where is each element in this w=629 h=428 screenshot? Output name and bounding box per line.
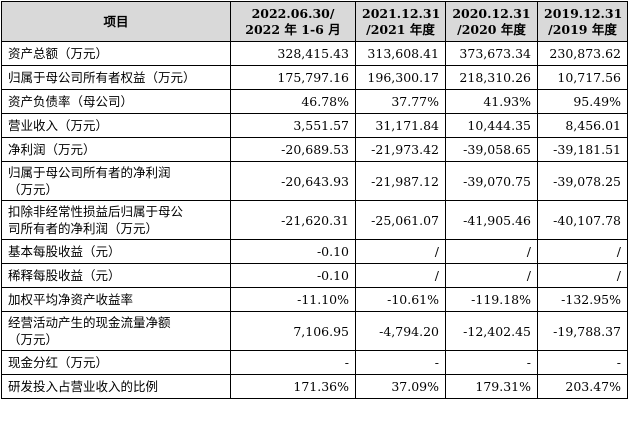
cell-value: -25,061.07 [355, 200, 446, 240]
table-row: 经营活动产生的现金流量净额 （万元） 7,106.95 -4,794.20 -12… [1, 311, 628, 351]
row-label: 现金分红（万元） [1, 350, 231, 375]
cell-value: 31,171.84 [355, 113, 446, 138]
cell-value: -0.10 [230, 239, 356, 264]
cell-value: 196,300.17 [355, 65, 446, 90]
cell-value: 37.09% [355, 374, 446, 399]
table-row: 研发投入占营业收入的比例 171.36% 37.09% 179.31% 203.… [1, 374, 628, 399]
cell-value: / [537, 239, 628, 264]
cell-value: / [355, 239, 446, 264]
cell-value: 10,717.56 [537, 65, 628, 90]
header-period: 2019.12.31/2019 年度 [537, 1, 628, 42]
table-header: 项目 2022.06.30/2022 年 1-6 月 2021.12.31/20… [1, 1, 628, 42]
table-row: 加权平均净资产收益率 -11.10% -10.61% -119.18% -132… [1, 287, 628, 312]
cell-value: 171.36% [230, 374, 356, 399]
cell-value: -40,107.78 [537, 200, 628, 240]
cell-value: -10.61% [355, 287, 446, 312]
cell-value: -39,181.51 [537, 137, 628, 162]
cell-value: -11.10% [230, 287, 356, 312]
row-label: 归属于母公司所有者权益（万元） [1, 65, 231, 90]
cell-value: 203.47% [537, 374, 628, 399]
row-label: 资产总额（万元） [1, 41, 231, 66]
cell-value: 46.78% [230, 89, 356, 114]
cell-value: -39,070.75 [445, 161, 538, 201]
cell-value: 41.93% [445, 89, 538, 114]
cell-value: - [355, 350, 446, 375]
cell-value: 8,456.01 [537, 113, 628, 138]
header-period: 2020.12.31/2020 年度 [445, 1, 538, 42]
table-row: 稀释每股收益（元） -0.10 / / / [1, 263, 628, 288]
table-row: 现金分红（万元） - - - - [1, 350, 628, 375]
cell-value: -39,078.25 [537, 161, 628, 201]
table-body: 资产总额（万元） 328,415.43 313,608.41 373,673.3… [1, 41, 628, 399]
cell-value: 230,873.62 [537, 41, 628, 66]
cell-value: - [537, 350, 628, 375]
row-label: 加权平均净资产收益率 [1, 287, 231, 312]
cell-value: -41,905.46 [445, 200, 538, 240]
cell-value: 7,106.95 [230, 311, 356, 351]
row-label: 归属于母公司所有者的净利润 （万元） [1, 161, 231, 201]
row-label: 基本每股收益（元） [1, 239, 231, 264]
cell-value: -39,058.65 [445, 137, 538, 162]
header-item: 项目 [1, 1, 231, 42]
cell-value: -4,794.20 [355, 311, 446, 351]
table-row: 归属于母公司所有者的净利润 （万元） -20,643.93 -21,987.12 … [1, 161, 628, 201]
cell-value: - [445, 350, 538, 375]
cell-value: / [355, 263, 446, 288]
table-row: 归属于母公司所有者权益（万元） 175,797.16 196,300.17 21… [1, 65, 628, 90]
cell-value: / [445, 263, 538, 288]
cell-value: -21,973.42 [355, 137, 446, 162]
table-row: 基本每股收益（元） -0.10 / / / [1, 239, 628, 264]
row-label: 研发投入占营业收入的比例 [1, 374, 231, 399]
row-label: 资产负债率（母公司） [1, 89, 231, 114]
row-label: 净利润（万元） [1, 137, 231, 162]
header-period: 2022.06.30/2022 年 1-6 月 [230, 1, 356, 42]
cell-value: 328,415.43 [230, 41, 356, 66]
header-period: 2021.12.31/2021 年度 [355, 1, 446, 42]
cell-value: -20,643.93 [230, 161, 356, 201]
table-row: 资产负债率（母公司） 46.78% 37.77% 41.93% 95.49% [1, 89, 628, 114]
cell-value: 313,608.41 [355, 41, 446, 66]
financial-table: 项目 2022.06.30/2022 年 1-6 月 2021.12.31/20… [1, 1, 628, 399]
table-row: 营业收入（万元） 3,551.57 31,171.84 10,444.35 8,… [1, 113, 628, 138]
cell-value: - [230, 350, 356, 375]
cell-value: -19,788.37 [537, 311, 628, 351]
cell-value: -20,689.53 [230, 137, 356, 162]
table-row: 扣除非经常性损益后归属于母公 司所有者的净利润（万元） -21,620.31 -2… [1, 200, 628, 240]
cell-value: 373,673.34 [445, 41, 538, 66]
cell-value: 175,797.16 [230, 65, 356, 90]
cell-value: -119.18% [445, 287, 538, 312]
cell-value: -12,402.45 [445, 311, 538, 351]
cell-value: 95.49% [537, 89, 628, 114]
row-label: 经营活动产生的现金流量净额 （万元） [1, 311, 231, 351]
cell-value: 218,310.26 [445, 65, 538, 90]
cell-value: 179.31% [445, 374, 538, 399]
cell-value: / [445, 239, 538, 264]
cell-value: -21,620.31 [230, 200, 356, 240]
cell-value: -0.10 [230, 263, 356, 288]
row-label: 稀释每股收益（元） [1, 263, 231, 288]
cell-value: -132.95% [537, 287, 628, 312]
table-row: 净利润（万元） -20,689.53 -21,973.42 -39,058.65… [1, 137, 628, 162]
row-label: 营业收入（万元） [1, 113, 231, 138]
cell-value: / [537, 263, 628, 288]
cell-value: 10,444.35 [445, 113, 538, 138]
table-row: 资产总额（万元） 328,415.43 313,608.41 373,673.3… [1, 41, 628, 66]
cell-value: -21,987.12 [355, 161, 446, 201]
cell-value: 3,551.57 [230, 113, 356, 138]
header-row: 项目 2022.06.30/2022 年 1-6 月 2021.12.31/20… [1, 1, 628, 42]
cell-value: 37.77% [355, 89, 446, 114]
row-label: 扣除非经常性损益后归属于母公 司所有者的净利润（万元） [1, 200, 231, 240]
